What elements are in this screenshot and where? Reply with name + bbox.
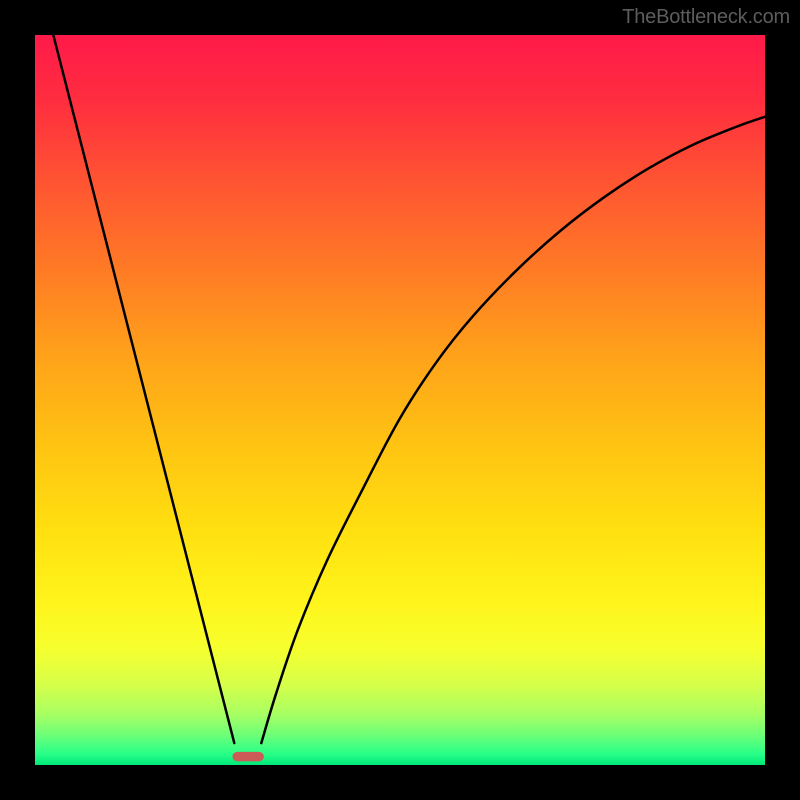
optimum-marker — [232, 752, 263, 761]
watermark-text: TheBottleneck.com — [622, 6, 790, 29]
plot-background — [35, 35, 765, 765]
chart-container: TheBottleneck.com — [0, 0, 800, 800]
bottleneck-chart — [0, 0, 800, 800]
